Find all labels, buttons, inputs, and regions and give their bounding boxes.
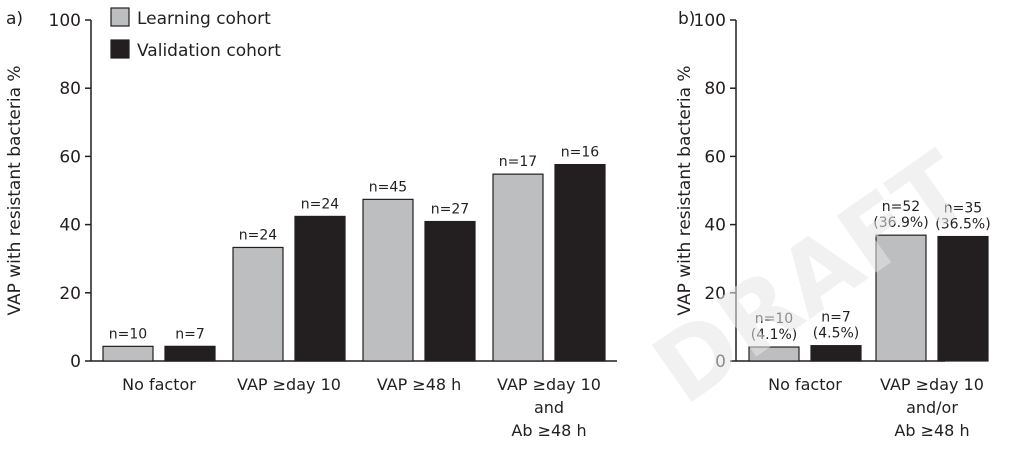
bar <box>554 163 606 362</box>
data-label: n=7 <box>821 310 851 326</box>
x-tick-label: VAP ≥day 10 <box>237 375 341 394</box>
panel-a-chart: a) VAP with resistant bacteria % 0 20 40 60 80… <box>5 7 617 440</box>
x-tick-label: and/or <box>906 398 958 417</box>
data-label: n=45 <box>369 179 407 195</box>
data-label: (4.5%) <box>813 326 860 342</box>
legend-swatch <box>110 7 130 27</box>
bar <box>748 346 800 362</box>
y-axis-title: VAP with resistant bacteria % <box>5 65 25 315</box>
y-axis-title: VAP with resistant bacteria % <box>675 65 695 315</box>
bar <box>102 345 154 362</box>
x-tick-label: Ab ≥48 h <box>894 421 969 440</box>
y-tick-label: 0 <box>70 352 81 372</box>
data-label: n=24 <box>239 227 278 243</box>
x-tick-label: VAP ≥day 10 <box>880 375 984 394</box>
data-label: n=10 <box>755 311 793 327</box>
y-tick-label: 60 <box>704 147 726 167</box>
data-label: (36.5%) <box>935 217 990 233</box>
data-label: n=7 <box>175 326 205 342</box>
x-tick-label: No factor <box>122 375 196 394</box>
legend-label: Validation cohort <box>137 41 281 61</box>
bar <box>294 215 346 362</box>
data-label: n=35 <box>944 201 982 217</box>
bar <box>810 345 862 362</box>
bar <box>362 198 414 362</box>
x-tick-label: VAP ≥48 h <box>377 375 462 394</box>
y-tick-label: 0 <box>715 352 726 372</box>
bar <box>164 345 216 362</box>
data-label: (36.9%) <box>873 215 928 231</box>
y-tick-label: 40 <box>704 216 726 236</box>
y-tick-label: 100 <box>49 11 81 31</box>
y-tick-label: 80 <box>704 79 726 99</box>
data-label: (4.1%) <box>751 327 798 343</box>
y-tick-label: 20 <box>59 284 81 304</box>
panel-label: b) <box>678 9 695 29</box>
data-label: n=24 <box>301 196 340 212</box>
y-tick-label: 100 <box>694 11 726 31</box>
x-tick-label: and <box>534 398 564 417</box>
bar <box>232 246 284 362</box>
data-label: n=17 <box>499 154 537 170</box>
y-tick-label: 20 <box>704 284 726 304</box>
data-label: n=16 <box>561 145 600 161</box>
bar <box>875 234 927 362</box>
bar <box>937 235 989 362</box>
y-tick-label: 60 <box>59 147 81 167</box>
data-label: n=10 <box>109 326 147 342</box>
legend: Learning cohort Validation cohort <box>110 7 281 61</box>
bar <box>424 220 476 362</box>
y-tick-label: 40 <box>59 216 81 236</box>
x-tick-label: Ab ≥48 h <box>511 421 586 440</box>
panel-label: a) <box>6 9 23 29</box>
bar <box>492 173 544 362</box>
x-tick-label: No factor <box>768 375 842 394</box>
legend-swatch <box>110 39 130 59</box>
y-tick-label: 80 <box>59 79 81 99</box>
data-label: n=52 <box>882 199 920 215</box>
x-tick-label: VAP ≥day 10 <box>497 375 601 394</box>
legend-label: Learning cohort <box>137 9 271 29</box>
data-label: n=27 <box>431 202 469 218</box>
panel-b-chart: b) VAP with resistant bacteria % 0 20 40 60 80… <box>675 9 991 440</box>
